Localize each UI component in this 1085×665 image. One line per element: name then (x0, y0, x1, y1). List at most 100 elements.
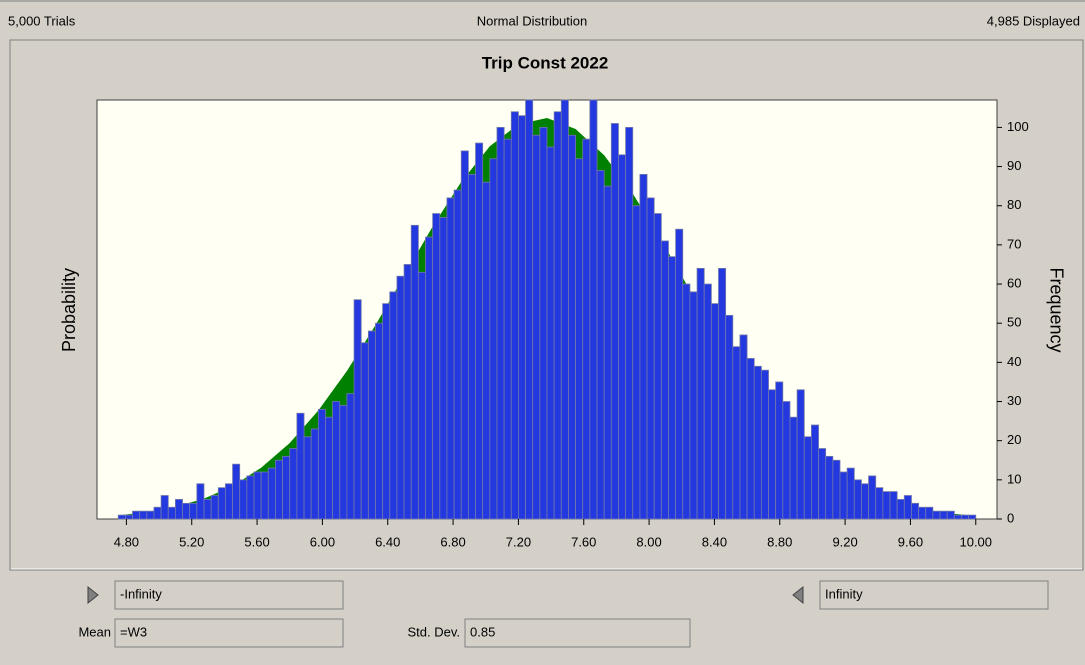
bar (718, 267, 727, 520)
bar (768, 389, 777, 520)
bar (210, 495, 219, 520)
bar (668, 256, 677, 520)
bar (232, 463, 241, 520)
bar (175, 499, 183, 520)
bar (739, 334, 748, 520)
bar (225, 483, 233, 520)
bar (403, 264, 412, 520)
distribution: Normal Distribution (477, 13, 588, 28)
x-tick-label: 8.80 (767, 534, 792, 549)
bar (825, 455, 834, 520)
bar (124, 514, 133, 520)
bar (918, 506, 927, 520)
y-tick-label: 20 (1007, 432, 1021, 447)
bar (832, 459, 841, 520)
bar (439, 217, 448, 520)
bar (525, 99, 534, 520)
bar (925, 506, 934, 520)
bar (560, 99, 569, 520)
bar (868, 475, 877, 520)
bar (382, 303, 391, 520)
x-tick-label: 6.80 (440, 534, 465, 549)
mean-label: Mean (78, 624, 111, 639)
bar (432, 213, 441, 520)
bar (775, 381, 784, 520)
bar (446, 197, 455, 520)
bar (425, 236, 434, 520)
mean-field[interactable] (114, 618, 344, 648)
upper-field[interactable] (819, 580, 1049, 610)
bar (139, 510, 148, 520)
bar (660, 240, 669, 520)
bar (246, 475, 255, 520)
sd-label: Std. Dev. (407, 624, 460, 639)
bar (875, 487, 884, 520)
bar (518, 115, 526, 520)
bar (239, 479, 248, 520)
bar (489, 158, 498, 520)
bar (625, 127, 634, 520)
bar (346, 393, 355, 520)
bar (689, 291, 698, 520)
bar (539, 127, 548, 520)
y-tick-label: 40 (1007, 354, 1021, 369)
bar (189, 502, 198, 520)
bar (332, 401, 341, 520)
bar (639, 174, 648, 520)
bar (632, 205, 641, 520)
bar (961, 514, 970, 520)
trials: 5,000 Trials (8, 13, 76, 28)
bar (325, 416, 334, 520)
y-tick-label: 80 (1007, 197, 1021, 212)
sd-field[interactable] (464, 618, 691, 648)
x-tick-label: 10.00 (959, 534, 992, 549)
bar (846, 467, 855, 520)
bar (796, 389, 805, 520)
bar (968, 514, 977, 520)
bar (310, 428, 319, 520)
bar (217, 487, 226, 520)
bar (475, 142, 484, 520)
bar (725, 314, 734, 520)
bar (289, 448, 298, 520)
bar (946, 510, 955, 520)
bar (696, 267, 705, 520)
x-tick-label: 7.60 (571, 534, 596, 549)
bar (460, 150, 469, 520)
x-tick-label: 5.60 (244, 534, 269, 549)
bar (610, 123, 619, 520)
y-tick-label: 10 (1007, 471, 1021, 486)
bar (911, 502, 919, 520)
bar (303, 436, 312, 520)
bar (353, 299, 362, 520)
displayed: 4,985 Displayed (987, 13, 1080, 28)
bar (317, 408, 326, 520)
bar (789, 416, 798, 520)
y-tick-label: 0 (1007, 510, 1014, 525)
bar (932, 510, 941, 520)
x-tick-label: 4.80 (114, 534, 139, 549)
bar (546, 146, 555, 520)
bar (953, 514, 962, 520)
bar (267, 467, 276, 520)
bar (453, 189, 462, 520)
bar (703, 283, 712, 520)
bar (753, 365, 762, 520)
bar (596, 170, 605, 520)
bar (939, 510, 948, 520)
upper-arrow[interactable] (792, 585, 804, 605)
y-tick-label: 60 (1007, 275, 1021, 290)
x-tick-label: 5.20 (179, 534, 204, 549)
x-tick-label: 7.20 (506, 534, 531, 549)
bar (653, 213, 662, 520)
bar (260, 471, 269, 520)
bar (646, 197, 655, 520)
lower-arrow[interactable] (87, 585, 99, 605)
lower-field[interactable] (114, 580, 344, 610)
x-tick-label: 8.40 (702, 534, 727, 549)
bar (389, 291, 398, 520)
bar (746, 358, 755, 520)
bar (782, 401, 791, 520)
bar (132, 510, 141, 520)
